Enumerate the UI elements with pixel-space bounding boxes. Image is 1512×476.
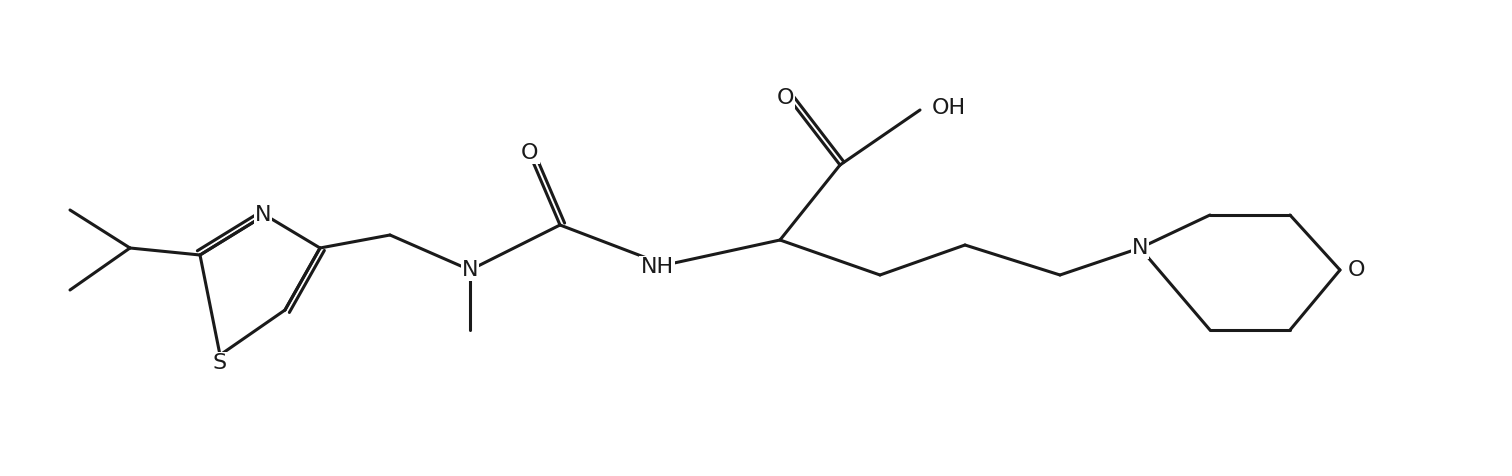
Text: N: N <box>254 205 271 225</box>
Text: N: N <box>1132 238 1148 258</box>
Text: OH: OH <box>931 98 966 118</box>
Text: O: O <box>776 88 794 108</box>
Text: NH: NH <box>641 257 673 277</box>
Text: S: S <box>213 353 227 373</box>
Text: O: O <box>522 143 538 163</box>
Text: O: O <box>1349 260 1365 280</box>
Text: N: N <box>461 260 478 280</box>
